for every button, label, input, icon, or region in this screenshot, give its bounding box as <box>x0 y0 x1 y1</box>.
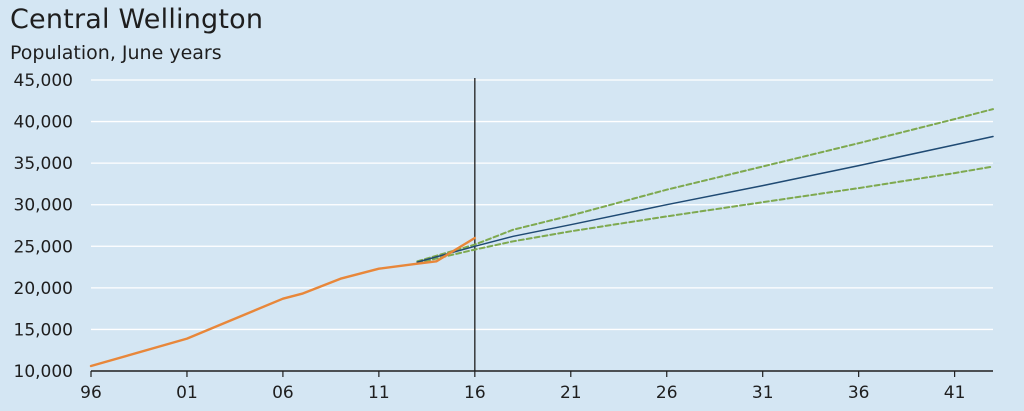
x-tick-label: 11 <box>368 383 390 403</box>
chart-title: Central Wellington <box>10 4 264 35</box>
series-line-projection-medium <box>416 135 994 263</box>
series-line-projection-high <box>416 108 994 263</box>
y-tick-label: 25,000 <box>14 237 73 257</box>
x-tick-label: 96 <box>80 383 102 403</box>
x-tick-label: 36 <box>848 383 870 403</box>
y-tick-label: 20,000 <box>14 279 73 299</box>
x-tick-label: 26 <box>656 383 678 403</box>
x-tick-label: 16 <box>464 383 486 403</box>
y-tick-label: 10,000 <box>14 362 73 382</box>
x-tick-label: 21 <box>560 383 582 403</box>
y-tick-label: 15,000 <box>14 320 73 340</box>
x-tick-label: 01 <box>176 383 198 403</box>
y-tick-label: 45,000 <box>14 71 73 91</box>
series-line-projection-low <box>416 165 994 264</box>
x-tick-label: 31 <box>752 383 774 403</box>
x-tick-label: 06 <box>272 383 294 403</box>
series-line-history <box>89 236 476 368</box>
y-tick-label: 35,000 <box>14 154 73 174</box>
x-tick-label: 41 <box>944 383 966 403</box>
y-tick-label: 40,000 <box>14 113 73 133</box>
chart-subtitle: Population, June years <box>10 42 222 64</box>
y-tick-label: 30,000 <box>14 196 73 216</box>
